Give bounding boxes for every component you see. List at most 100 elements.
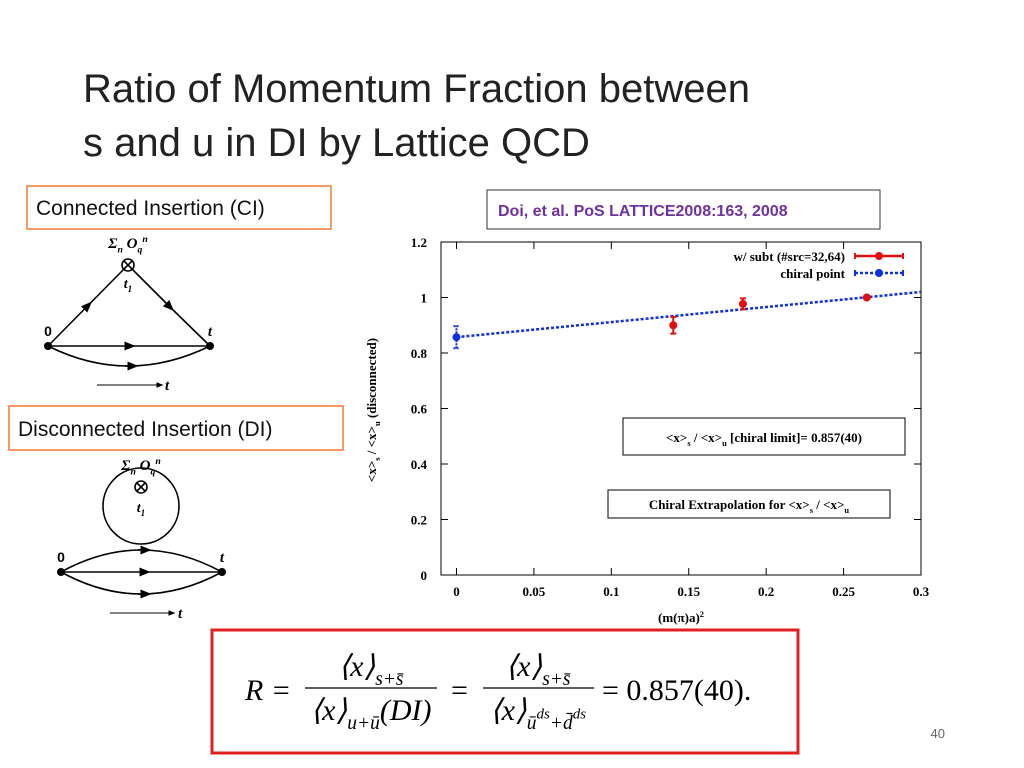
- formula-part-part: ⟨x⟩: [338, 650, 375, 683]
- legend-label: w/ subt (#src=32,64): [733, 249, 845, 264]
- y-axis-label: <x>s / <x>u (disconnected): [364, 338, 382, 482]
- formula-part-part: ⟨x⟩: [490, 694, 527, 727]
- operator-label-part: q: [151, 467, 156, 478]
- annotation: Chiral Extrapolation for <x>s / <x>u: [649, 497, 850, 515]
- operator-label-part: n: [130, 467, 135, 478]
- data-point: [669, 321, 678, 330]
- vertex-label-part: t: [124, 277, 129, 292]
- x-axis-label: (m(π)a)2: [658, 609, 704, 625]
- ci-diagram: [47, 258, 211, 388]
- start-label: 0: [44, 323, 52, 339]
- vertex: [44, 342, 52, 350]
- operator-label-part: Σ: [107, 236, 118, 252]
- legend-label: chiral point: [780, 266, 845, 281]
- plot-frame: [440, 241, 922, 576]
- formula-part-part: ds: [573, 707, 587, 723]
- operator-label-part: n: [142, 234, 147, 245]
- annotation: <x>s / <x>u [chiral limit]= 0.857(40): [666, 430, 862, 448]
- vertex-label-part: 1: [128, 284, 133, 294]
- time-label: t: [178, 606, 183, 622]
- data-point: [452, 333, 461, 342]
- formula-part-part: ⟨x⟩: [310, 694, 347, 727]
- formula-result: = 0.857(40).: [602, 674, 751, 707]
- x-tick-label: 0.1: [603, 584, 619, 599]
- label-box: [8, 405, 344, 451]
- formula-part: ⟨x⟩ūds+d̄ds: [490, 694, 586, 734]
- y-tick-label: 1.2: [411, 235, 427, 250]
- annotation-part: u: [844, 505, 849, 515]
- legend-swatch: [854, 253, 904, 259]
- time-label: t: [165, 378, 170, 394]
- y-axis-label-part: s: [372, 457, 382, 461]
- y-tick-label: 1: [421, 291, 428, 306]
- slide-title: Ratio of Momentum Fraction between: [83, 67, 750, 111]
- operator-label-part: q: [138, 245, 143, 256]
- legend-swatch: [854, 270, 904, 276]
- annotation-part: <x>: [666, 430, 687, 445]
- vertex: [218, 568, 226, 576]
- y-axis-label-part: u: [372, 421, 382, 426]
- vertex-label-part: t: [137, 501, 142, 516]
- error-bar: [453, 325, 460, 350]
- annotation-part: / <x>: [813, 497, 844, 512]
- ci-label: Connected Insertion (CI): [36, 197, 265, 220]
- x-tick-label: 0.25: [832, 584, 855, 599]
- formula-part-part: u+ū: [347, 713, 380, 734]
- annotation-part: s: [687, 438, 691, 448]
- data-point: [862, 293, 871, 302]
- y-axis-label-part: / <x>: [364, 426, 379, 457]
- x-tick-label: 0.3: [913, 584, 930, 599]
- formula-part-part: ⟨x⟩: [505, 650, 542, 683]
- operator-label: Σn Oqn: [120, 456, 161, 478]
- operator-label-part: n: [117, 245, 122, 256]
- x-tick-label: 0.05: [523, 584, 546, 599]
- vertex-label-part: 1: [141, 508, 146, 518]
- start-label: 0: [57, 549, 65, 565]
- legend-swatch: [875, 269, 883, 277]
- annotation-part: [chiral limit]= 0.857(40): [727, 430, 862, 445]
- y-tick-label: 0.8: [411, 346, 428, 361]
- di-label: Disconnected Insertion (DI): [18, 418, 272, 441]
- formula-part-part: (DI): [380, 694, 432, 727]
- formula-part: ⟨x⟩u+ū(DI): [310, 694, 431, 734]
- formula-box: [210, 628, 800, 755]
- x-axis-label-part: (m(π)a): [658, 610, 700, 625]
- formula-part-part: s+s̄: [542, 669, 571, 690]
- formula-lhs: R =: [244, 674, 291, 707]
- y-tick-label: 0.6: [411, 402, 428, 417]
- vertex: [57, 568, 65, 576]
- di-diagram: [60, 467, 223, 616]
- vertex: [206, 342, 214, 350]
- operator-label-part: O: [123, 236, 138, 252]
- formula-part-part: ū: [527, 713, 537, 734]
- y-tick-label: 0.2: [411, 513, 427, 528]
- data-point: [738, 299, 747, 308]
- x-tick-label: 0: [453, 584, 460, 599]
- page-number: 40: [931, 726, 945, 741]
- end-label: t: [220, 550, 225, 566]
- y-axis-label-part: (disconnected): [364, 338, 379, 421]
- y-axis-label-part: <x>: [364, 461, 379, 482]
- label-box: [26, 185, 332, 230]
- formula-part-part: s+s̄: [375, 669, 404, 690]
- annotation-part: / <x>: [691, 430, 722, 445]
- formula-part-part: ds: [536, 707, 550, 723]
- vertex-label: t1: [137, 501, 145, 518]
- x-tick-label: 0.15: [677, 584, 700, 599]
- legend-swatch: [875, 252, 883, 260]
- citation: Doi, et al. PoS LATTICE2008:163, 2008: [498, 203, 788, 220]
- operator-label-part: Σ: [120, 458, 131, 474]
- fit-line: [456, 290, 922, 339]
- formula-part: ⟨x⟩s+s̄: [505, 650, 570, 690]
- formula-part-part: +d̄: [550, 713, 573, 734]
- annotation-box: [607, 489, 891, 519]
- x-tick-label: 0.2: [758, 584, 774, 599]
- citation-box: [486, 189, 881, 230]
- annotation-part: u: [722, 438, 727, 448]
- operator-label: Σn Oqn: [107, 234, 148, 256]
- end-label: t: [208, 324, 213, 340]
- operator-label-part: n: [155, 456, 160, 467]
- formula-part: ⟨x⟩s+s̄: [338, 650, 403, 690]
- slide-title: s and u in DI by Lattice QCD: [83, 121, 590, 165]
